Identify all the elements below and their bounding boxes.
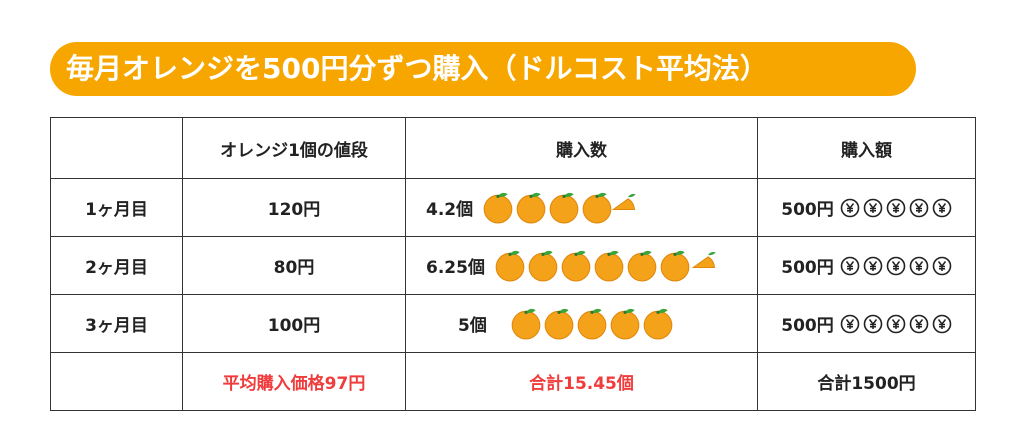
empty-cell xyxy=(50,117,183,179)
average-price: 平均購入価格97円 xyxy=(182,352,406,411)
column-header: オレンジ1個の値段 xyxy=(182,117,406,179)
amount: 500円 xyxy=(781,200,834,220)
empty-cell xyxy=(50,352,183,411)
price: 100円 xyxy=(182,294,406,353)
count: 4.2個 xyxy=(426,200,474,220)
column-header: 購入額 xyxy=(757,117,976,179)
count-cell: 5個 xyxy=(405,294,758,353)
column-header: 購入数 xyxy=(405,117,758,179)
count-cell: 6.25個 xyxy=(405,236,758,295)
amount-wrap: 500円 xyxy=(758,253,975,278)
orange-icons xyxy=(483,191,637,223)
footer-row: 平均購入価格97円 合計15.45個 合計1500円 xyxy=(50,352,976,411)
amount: 500円 xyxy=(781,316,834,336)
orange-icons xyxy=(495,249,717,281)
row-label: 2ヶ月目 xyxy=(50,236,183,295)
row: 3ヶ月目 100円 5個 500円 xyxy=(50,294,976,353)
count: 6.25個 xyxy=(426,258,485,278)
amount-cell: 500円 xyxy=(757,294,976,353)
row-label: 3ヶ月目 xyxy=(50,294,183,353)
amount-cell: 500円 xyxy=(757,236,976,295)
count-wrap: 5個 xyxy=(406,306,757,342)
count-cell: 4.2個 xyxy=(405,178,758,237)
count-wrap: 4.2個 xyxy=(406,190,757,226)
amount-wrap: 500円 xyxy=(758,311,975,336)
title: 毎月オレンジを500円分ずつ購入（ドルコスト平均法） xyxy=(50,42,916,96)
price: 120円 xyxy=(182,178,406,237)
yen-icons xyxy=(840,198,952,217)
total-amount: 合計1500円 xyxy=(757,352,976,411)
yen-icons xyxy=(840,314,952,333)
table: オレンジ1個の値段 購入数 購入額 1ヶ月目 120円 4.2個 500円 2ヶ… xyxy=(50,117,976,411)
row-label: 1ヶ月目 xyxy=(50,178,183,237)
amount-cell: 500円 xyxy=(757,178,976,237)
total-count: 合計15.45個 xyxy=(405,352,758,411)
row: 1ヶ月目 120円 4.2個 500円 xyxy=(50,178,976,237)
amount: 500円 xyxy=(781,258,834,278)
amount-wrap: 500円 xyxy=(758,195,975,220)
count: 5個 xyxy=(458,316,487,336)
count-wrap: 6.25個 xyxy=(406,248,757,284)
row: 2ヶ月目 80円 6.25個 500円 xyxy=(50,236,976,295)
header-row: オレンジ1個の値段 購入数 購入額 xyxy=(50,117,976,179)
orange-icons xyxy=(511,307,673,339)
price: 80円 xyxy=(182,236,406,295)
yen-icons xyxy=(840,256,952,275)
